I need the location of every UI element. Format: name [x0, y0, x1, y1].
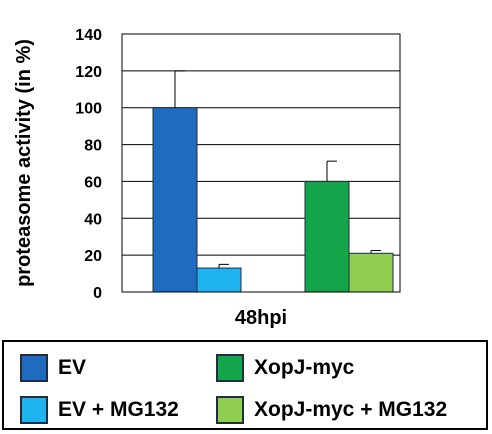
- bar-ev: [152, 107, 198, 293]
- legend-swatch-ev-mg132: [20, 396, 48, 424]
- legend-label-xopj-myc-mg132: XopJ-myc + MG132: [254, 398, 448, 421]
- legend-swatch-xopj-myc-mg132: [216, 396, 244, 424]
- y-tick-label-80: 80: [84, 138, 102, 155]
- y-tick-label-20: 20: [84, 248, 102, 265]
- bar-chart: 0 20 40 60 80 100 120 140 proteasome activity (…: [13, 27, 401, 329]
- y-tick-label-60: 60: [84, 174, 102, 191]
- legend-swatch-ev: [20, 354, 48, 382]
- y-tick-label-100: 100: [75, 101, 102, 118]
- y-tick-label-140: 140: [75, 27, 102, 44]
- bars: [152, 107, 394, 293]
- legend-label-ev: EV: [58, 356, 87, 379]
- chart-legend: EV EV + MG132 XopJ-myc XopJ-myc + MG132: [2, 340, 488, 430]
- bar-ev-mg132: [196, 267, 242, 293]
- legend-label-xopj-myc: XopJ-myc: [254, 356, 355, 379]
- bar-xopj-myc: [304, 180, 350, 293]
- y-tick-label-40: 40: [84, 211, 102, 228]
- legend-item-xopj-myc: XopJ-myc: [216, 354, 354, 382]
- y-tick-label-120: 120: [75, 64, 102, 81]
- y-axis-label: proteasome activity (in %): [13, 39, 35, 287]
- error-bars: [174, 70, 381, 269]
- legend-item-ev-mg132: EV + MG132: [20, 396, 179, 424]
- legend-item-xopj-myc-mg132: XopJ-myc + MG132: [216, 396, 447, 424]
- legend-swatch-xopj-myc: [216, 354, 244, 382]
- x-axis-label: 48hpi: [235, 307, 287, 329]
- legend-item-ev: EV: [20, 354, 86, 382]
- bar-xopj-myc-mg132: [348, 252, 394, 293]
- y-tick-labels: 0 20 40 60 80 100 120 140: [75, 27, 102, 302]
- y-tick-label-0: 0: [93, 285, 102, 302]
- legend-label-ev-mg132: EV + MG132: [58, 398, 179, 421]
- plot-area-frame: [121, 33, 401, 293]
